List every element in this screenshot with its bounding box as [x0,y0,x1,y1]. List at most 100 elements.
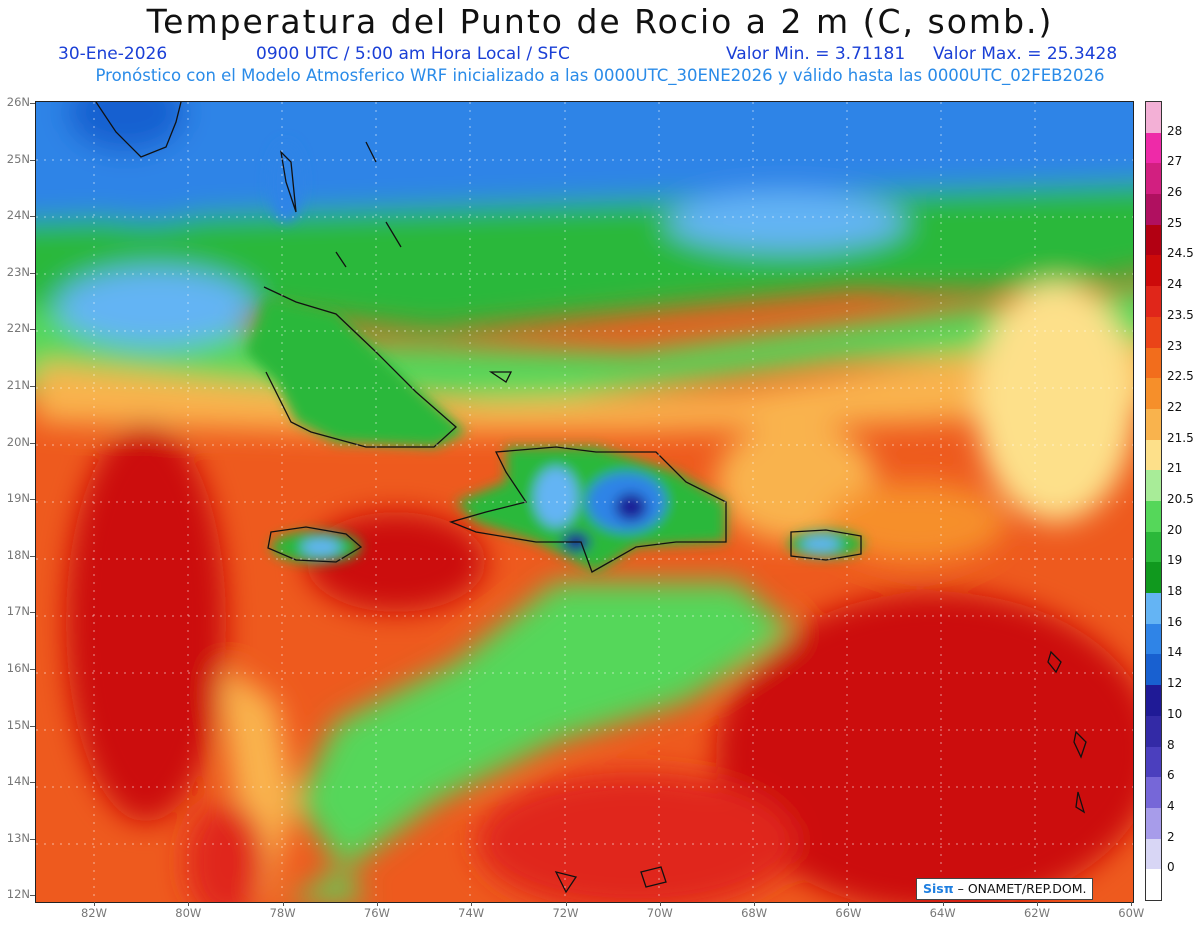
lon-label: 82W [80,906,107,920]
lat-tick [30,612,35,614]
lon-label: 60W [1118,906,1145,920]
lat-label: 16N [6,661,30,675]
colorbar-label: 22 [1167,399,1183,414]
min-value: Valor Min. = 3.71181 [726,44,906,64]
lat-tick [30,159,35,161]
lat-label: 17N [6,604,30,619]
lon-tick [376,902,378,906]
colorbar-label: 28 [1167,123,1183,138]
colorbar-segment [1146,347,1161,379]
lon-tick [471,902,473,906]
colorbar-label: 23.5 [1167,307,1194,322]
credit-box: Sisπ – ONAMET/REP.DOM. [916,878,1094,900]
lat-label: 23N [6,264,30,279]
colorbar-segment [1146,408,1161,441]
colorbar-label: 8 [1167,737,1175,752]
lon-label: 62W [1023,906,1050,920]
colorbar-segment [1146,562,1161,594]
valid-time: 0900 UTC / 5:00 am Hora Local / SFC [256,44,570,64]
lat-label: 20N [6,434,30,449]
lat-label: 26N [6,95,30,109]
lat-tick [30,838,35,840]
lon-tick [848,902,850,906]
graticule [36,102,1133,902]
colorbar-segment [1146,316,1161,349]
lat-tick [30,499,35,501]
forecast-date: 30-Ene-2026 [58,44,168,64]
colorbar-label: 16 [1167,614,1183,629]
lon-tick [659,902,661,906]
max-value: Valor Max. = 25.3428 [933,44,1118,64]
colorbar-label: 21 [1167,461,1183,476]
lon-label: 74W [458,906,485,920]
colorbar-label: 10 [1167,706,1183,721]
lon-tick [942,902,944,906]
colorbar-label: 14 [1167,645,1183,660]
colorbar-segment [1146,194,1161,226]
lat-tick [30,895,35,897]
colorbar-segment [1146,685,1161,717]
lat-label: 12N [6,887,30,902]
lat-label: 15N [6,717,30,732]
lon-tick [282,902,284,906]
lon-tick [94,902,95,906]
credit-text: – ONAMET/REP.DOM. [953,881,1087,896]
lon-label: 78W [269,906,296,920]
lon-label: 66W [835,906,862,920]
colorbar-segment [1146,623,1161,655]
lon-tick [1037,902,1038,906]
lat-label: 14N [6,774,30,789]
map-title: Temperatura del Punto de Rocio a 2 m (C,… [146,2,1054,41]
colorbar-segment [1146,654,1161,686]
colorbar-segment [1146,163,1161,195]
colorbar-label: 21.5 [1167,430,1194,445]
lat-tick [30,272,35,274]
colorbar [1145,101,1162,901]
colorbar-label: 22.5 [1167,369,1194,384]
lat-tick [30,103,35,104]
colorbar-label: 25 [1167,215,1183,230]
lat-tick [30,216,35,218]
colorbar-segment [1146,807,1161,840]
colorbar-segment [1146,224,1161,256]
lat-tick [30,669,35,670]
lat-tick [30,329,35,331]
colorbar-segment [1146,593,1161,625]
lat-tick [30,386,35,387]
lat-label: 13N [6,830,30,845]
lon-tick [188,902,190,906]
colorbar-segment [1146,777,1161,809]
forecast-info: Pronóstico con el Modelo Atmosferico WRF… [95,66,1105,85]
colorbar-label: 24 [1167,277,1183,292]
colorbar-label: 2 [1167,829,1175,844]
colorbar-label: 0 [1167,860,1175,875]
lat-label: 18N [6,547,30,562]
lon-tick [754,902,756,906]
colorbar-segment [1146,439,1161,471]
colorbar-label: 27 [1167,154,1183,169]
lon-tick [1131,902,1133,906]
lon-label: 68W [741,906,768,920]
colorbar-segment [1146,470,1161,502]
lat-tick [30,442,35,444]
colorbar-label: 19 [1167,553,1183,568]
lon-tick [565,902,567,906]
colorbar-label: 4 [1167,798,1175,813]
colorbar-label: 24.5 [1167,246,1194,261]
lat-label: 21N [6,378,30,392]
colorbar-label: 6 [1167,768,1175,783]
lon-label: 64W [929,906,956,920]
colorbar-segment [1146,501,1161,533]
lat-label: 25N [6,151,30,166]
map-panel [35,101,1134,903]
colorbar-segment [1146,838,1161,870]
lat-tick [30,782,35,784]
colorbar-label: 23 [1167,338,1183,353]
colorbar-segment [1146,102,1161,134]
colorbar-label: 26 [1167,185,1183,200]
colorbar-label: 20.5 [1167,492,1194,506]
lon-label: 76W [363,906,390,920]
lat-label: 22N [6,321,30,336]
colorbar-segment [1146,286,1161,318]
colorbar-segment [1146,715,1161,748]
